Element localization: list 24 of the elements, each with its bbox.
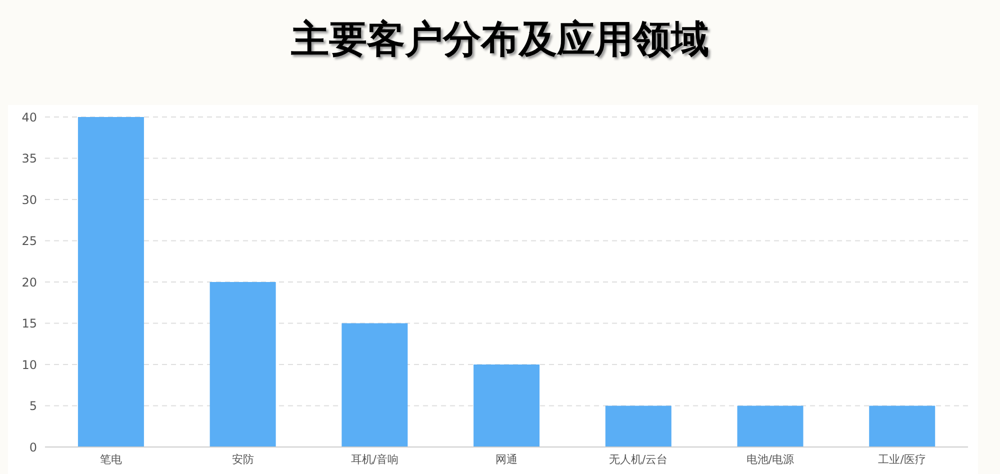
x-tick-label: 耳机/音响 [350, 452, 398, 466]
bar [210, 282, 276, 447]
y-tick-label: 15 [22, 316, 37, 331]
bar [869, 406, 936, 447]
x-tick-label: 电池/电源 [746, 452, 794, 466]
x-tick-label: 无人机/云台 [609, 452, 668, 466]
y-tick-label: 20 [22, 275, 37, 290]
y-tick-label: 10 [22, 358, 37, 372]
y-tick-label: 0 [29, 440, 37, 454]
bar [342, 323, 408, 447]
bar [78, 117, 144, 447]
y-tick-label: 5 [29, 399, 37, 414]
bar [605, 406, 672, 447]
bar [737, 406, 804, 447]
x-tick-label: 笔电 [100, 452, 122, 466]
x-tick-label: 工业/医疗 [878, 452, 926, 466]
x-tick-label: 网通 [496, 452, 518, 466]
y-tick-label: 30 [22, 192, 37, 207]
x-tick-label: 安防 [232, 452, 254, 466]
y-tick-label: 40 [22, 110, 37, 124]
chart-title: 主要客户分布及应用领域 [290, 16, 710, 63]
y-tick-label: 35 [22, 152, 37, 166]
bar [474, 364, 540, 447]
y-tick-label: 25 [22, 234, 37, 248]
